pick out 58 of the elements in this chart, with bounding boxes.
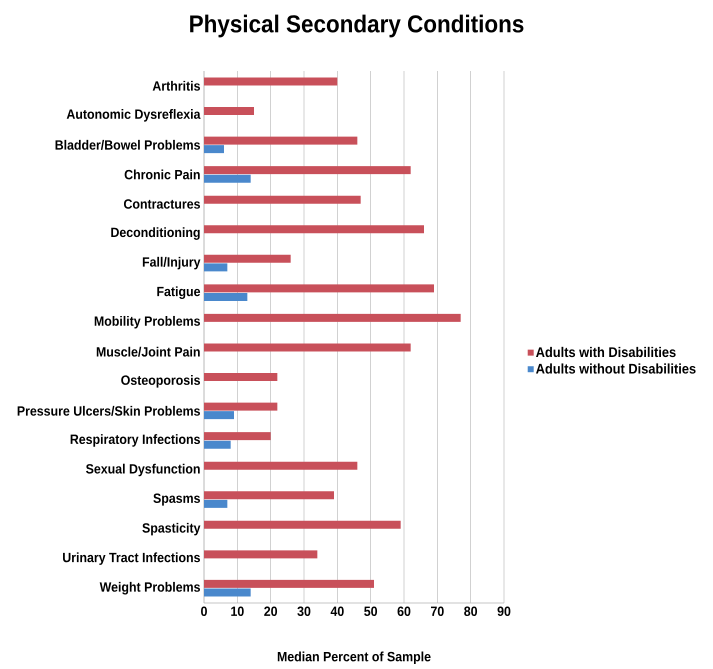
y-tick-label: Respiratory Infections: [70, 434, 200, 447]
bar: [204, 136, 358, 145]
y-tick-label: Arthritis: [152, 80, 200, 91]
bar: [204, 284, 434, 292]
legend-label: Adults without Disabilities: [536, 363, 696, 374]
bar: [204, 174, 251, 183]
x-axis-title: Median Percent of Sample: [278, 652, 431, 664]
bar: [204, 550, 318, 558]
x-tick-label: 60: [398, 606, 410, 616]
bar: [204, 343, 411, 352]
y-tick-label: Contractures: [124, 199, 200, 209]
y-tick-label: Urinary Tract Infections: [63, 552, 200, 565]
y-tick-label: Fall/Injury: [142, 256, 200, 270]
bar: [204, 254, 291, 263]
y-tick-label: Pressure Ulcers/Skin Problems: [18, 406, 200, 416]
y-tick-label: Spasticity: [142, 522, 200, 536]
y-tick-label: Weight Problems: [100, 582, 200, 595]
bar: [204, 263, 228, 272]
bar: [204, 500, 228, 508]
bar: [204, 145, 224, 154]
y-tick-label: Bladder/Bowel Problems: [56, 140, 200, 150]
y-tick-label: Mobility Problems: [94, 316, 200, 328]
bar: [204, 402, 278, 411]
bar: [204, 77, 338, 86]
bar: [204, 373, 278, 382]
x-tick-label: 50: [364, 606, 378, 616]
x-tick-label: 80: [464, 606, 478, 616]
x-tick-label: 70: [430, 606, 444, 616]
y-tick-label: Osteoporosis: [121, 375, 200, 388]
bar: [204, 491, 334, 500]
y-tick-label: Chronic Pain: [124, 169, 200, 180]
bar: [204, 196, 361, 204]
bar: [204, 225, 424, 234]
x-tick-label: 20: [264, 606, 278, 616]
y-tick-label: Spasms: [153, 493, 200, 506]
bar: [204, 166, 411, 174]
x-tick-label: 90: [498, 606, 510, 616]
bar: [204, 462, 358, 470]
bar: [204, 440, 231, 449]
y-tick-label: Fatigue: [157, 286, 200, 299]
legend-label: Adults with Disabilities: [536, 346, 676, 358]
y-tick-label: Muscle/Joint Pain: [96, 346, 200, 357]
bar: [204, 432, 271, 440]
y-tick-label: Autonomic Dysreflexia: [66, 109, 201, 122]
x-tick-label: 40: [330, 606, 344, 616]
bar: [204, 292, 248, 301]
bar: [204, 588, 251, 597]
bar: [204, 520, 401, 529]
bar: [204, 411, 234, 420]
y-tick-label: Sexual Dysfunction: [86, 464, 200, 476]
chart-title: Physical Secondary Conditions: [190, 14, 524, 38]
x-tick-label: 10: [231, 606, 244, 616]
bar: [204, 107, 254, 116]
x-tick-label: 30: [297, 606, 310, 616]
y-tick-label: Deconditioning: [111, 227, 200, 240]
x-tick-label: 0: [201, 606, 207, 616]
bar: [204, 580, 374, 588]
bar: [204, 314, 461, 322]
